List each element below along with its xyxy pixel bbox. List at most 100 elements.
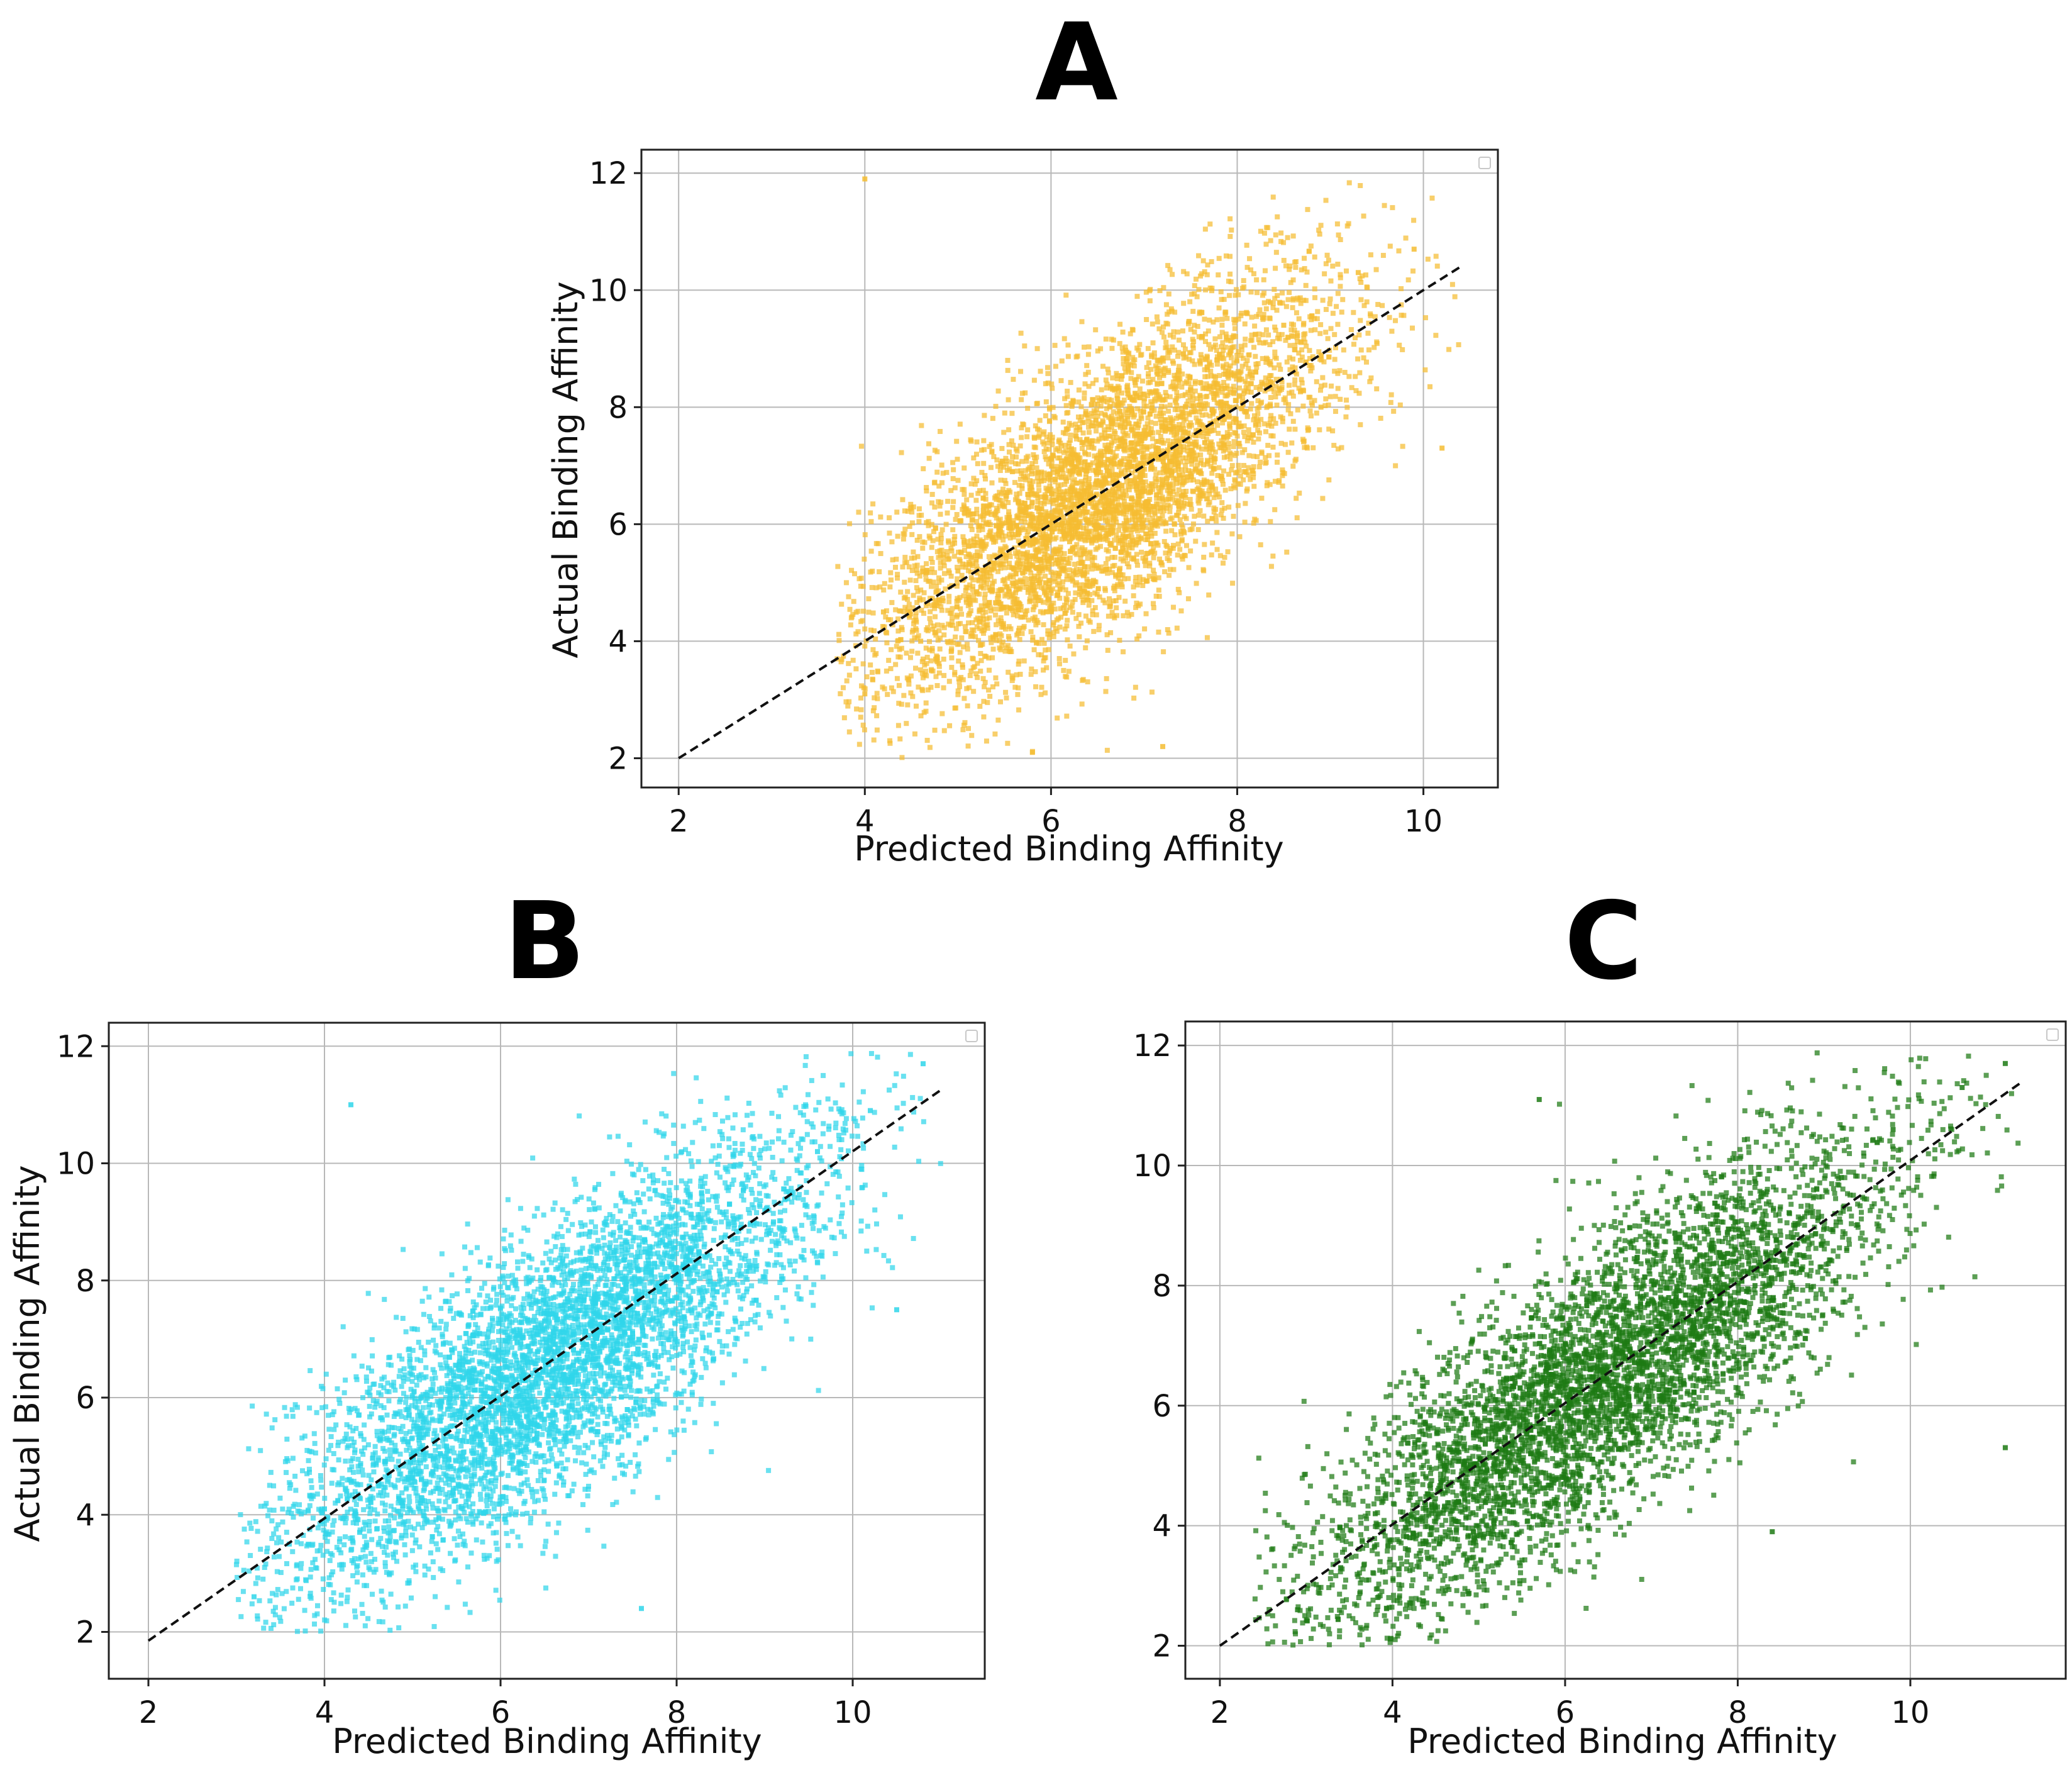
panel-a-point xyxy=(1119,491,1125,497)
panel-a-point xyxy=(1246,365,1251,371)
panel-a-point xyxy=(1196,287,1202,292)
panel-a-point xyxy=(1183,463,1188,469)
panel-a-point xyxy=(979,469,985,475)
panel-a-point xyxy=(1294,310,1299,316)
panel-a-point xyxy=(1088,490,1094,496)
panel-a-point xyxy=(1045,628,1051,633)
panel-a-point xyxy=(1207,383,1212,389)
panel-a-point xyxy=(994,457,1000,463)
panel-a-point xyxy=(1043,647,1048,653)
panel-a-point xyxy=(1251,271,1256,277)
panel-a-point xyxy=(1285,335,1291,340)
panel-a-point xyxy=(1158,416,1163,422)
panel-a-point xyxy=(1108,384,1114,389)
panel-a-point xyxy=(1317,231,1322,237)
panel-a-point xyxy=(1064,623,1070,628)
panel-a-point xyxy=(1194,396,1200,401)
panel-a-point xyxy=(1304,343,1309,349)
panel-a-point xyxy=(1150,401,1155,407)
panel-a-point xyxy=(1228,486,1234,492)
panel-a-point xyxy=(1335,370,1341,376)
panel-a-point xyxy=(1160,743,1166,749)
panel-a-point xyxy=(1102,525,1107,531)
panel-a-point xyxy=(1124,609,1130,615)
panel-a-point xyxy=(1024,550,1030,555)
panel-a-point xyxy=(1002,648,1008,654)
panel-a-point xyxy=(1226,441,1231,447)
panel-a-point xyxy=(1156,594,1162,599)
panel-a-point xyxy=(858,443,864,449)
panel-a-point xyxy=(1244,409,1249,415)
panel-a-point xyxy=(1141,428,1147,433)
panel-a-point xyxy=(1045,487,1051,492)
panel-a-point xyxy=(1048,455,1054,461)
panel-a-point xyxy=(1326,257,1331,263)
panel-a-point xyxy=(1433,333,1439,338)
panel-a-point xyxy=(965,568,971,574)
panel-a-point xyxy=(1094,428,1099,434)
panel-a-point xyxy=(1060,499,1066,504)
panel-a-point xyxy=(1063,596,1069,601)
panel-a-point xyxy=(1086,430,1092,435)
panel-a-point xyxy=(894,557,899,562)
panel-a-point xyxy=(1003,455,1009,461)
panel-a-point xyxy=(1050,386,1055,391)
panel-a-point xyxy=(894,676,900,681)
panel-a-point xyxy=(1104,528,1110,533)
panel-a-point xyxy=(998,647,1004,653)
panel-a-point xyxy=(1090,423,1096,429)
panel-a-point xyxy=(1339,445,1344,450)
panel-a-point xyxy=(1140,555,1146,561)
panel-a-point xyxy=(1051,470,1056,476)
panel-a-point xyxy=(1158,433,1163,439)
panel-a-point xyxy=(1180,455,1185,460)
panel-a-point xyxy=(1066,440,1072,446)
panel-a-point xyxy=(1288,327,1294,333)
panel-a-point xyxy=(1043,531,1048,537)
panel-a-point xyxy=(1205,496,1211,502)
panel-a-point xyxy=(1153,472,1159,477)
panel-a-point xyxy=(1016,538,1021,543)
panel-a-point xyxy=(1072,501,1077,507)
panel-a-point xyxy=(916,633,921,638)
panel-a-point xyxy=(1358,279,1364,285)
panel-a-point xyxy=(1058,513,1064,518)
panel-a-point xyxy=(1186,452,1192,457)
panel-a-point xyxy=(1102,411,1108,417)
panel-a-point xyxy=(1005,367,1011,373)
panel-a-point xyxy=(1153,452,1158,457)
panel-a-point xyxy=(1195,433,1201,438)
panel-a-point xyxy=(1368,252,1373,258)
panel-a-point xyxy=(888,666,894,672)
panel-a-point xyxy=(1122,418,1128,423)
panel-a-point xyxy=(894,509,900,515)
panel-a-point xyxy=(1195,418,1201,424)
panel-a-point xyxy=(1190,477,1196,482)
panel-a-point xyxy=(1228,355,1234,360)
panel-a-point xyxy=(1029,471,1034,477)
panel-a-point xyxy=(1194,452,1200,458)
panel-a-point xyxy=(1054,464,1060,469)
panel-a-point xyxy=(1400,443,1405,449)
panel-a-point xyxy=(1145,392,1151,398)
panel-a-point xyxy=(997,516,1003,522)
panel-a-point xyxy=(1151,408,1157,413)
panel-a-point xyxy=(1159,448,1165,453)
panel-a-point xyxy=(1283,338,1288,343)
panel-a-point xyxy=(1026,495,1031,501)
panel-a-point xyxy=(888,570,894,576)
panel-a-point xyxy=(1242,434,1248,440)
panel-a-point xyxy=(995,717,1001,723)
panel-a-point xyxy=(1079,701,1085,707)
panel-a-point xyxy=(1089,438,1095,443)
panel-a-point xyxy=(1056,661,1062,667)
panel-a-point xyxy=(1104,519,1110,525)
panel-a-point xyxy=(941,632,947,638)
panel-a-point xyxy=(940,552,946,557)
panel-a-point xyxy=(1056,487,1062,492)
panel-a-point xyxy=(1237,376,1243,382)
panel-a-point xyxy=(1003,558,1009,564)
panel-a-point xyxy=(1180,472,1186,477)
panel-a-point xyxy=(1154,389,1160,394)
panel-a-point xyxy=(1268,379,1273,385)
